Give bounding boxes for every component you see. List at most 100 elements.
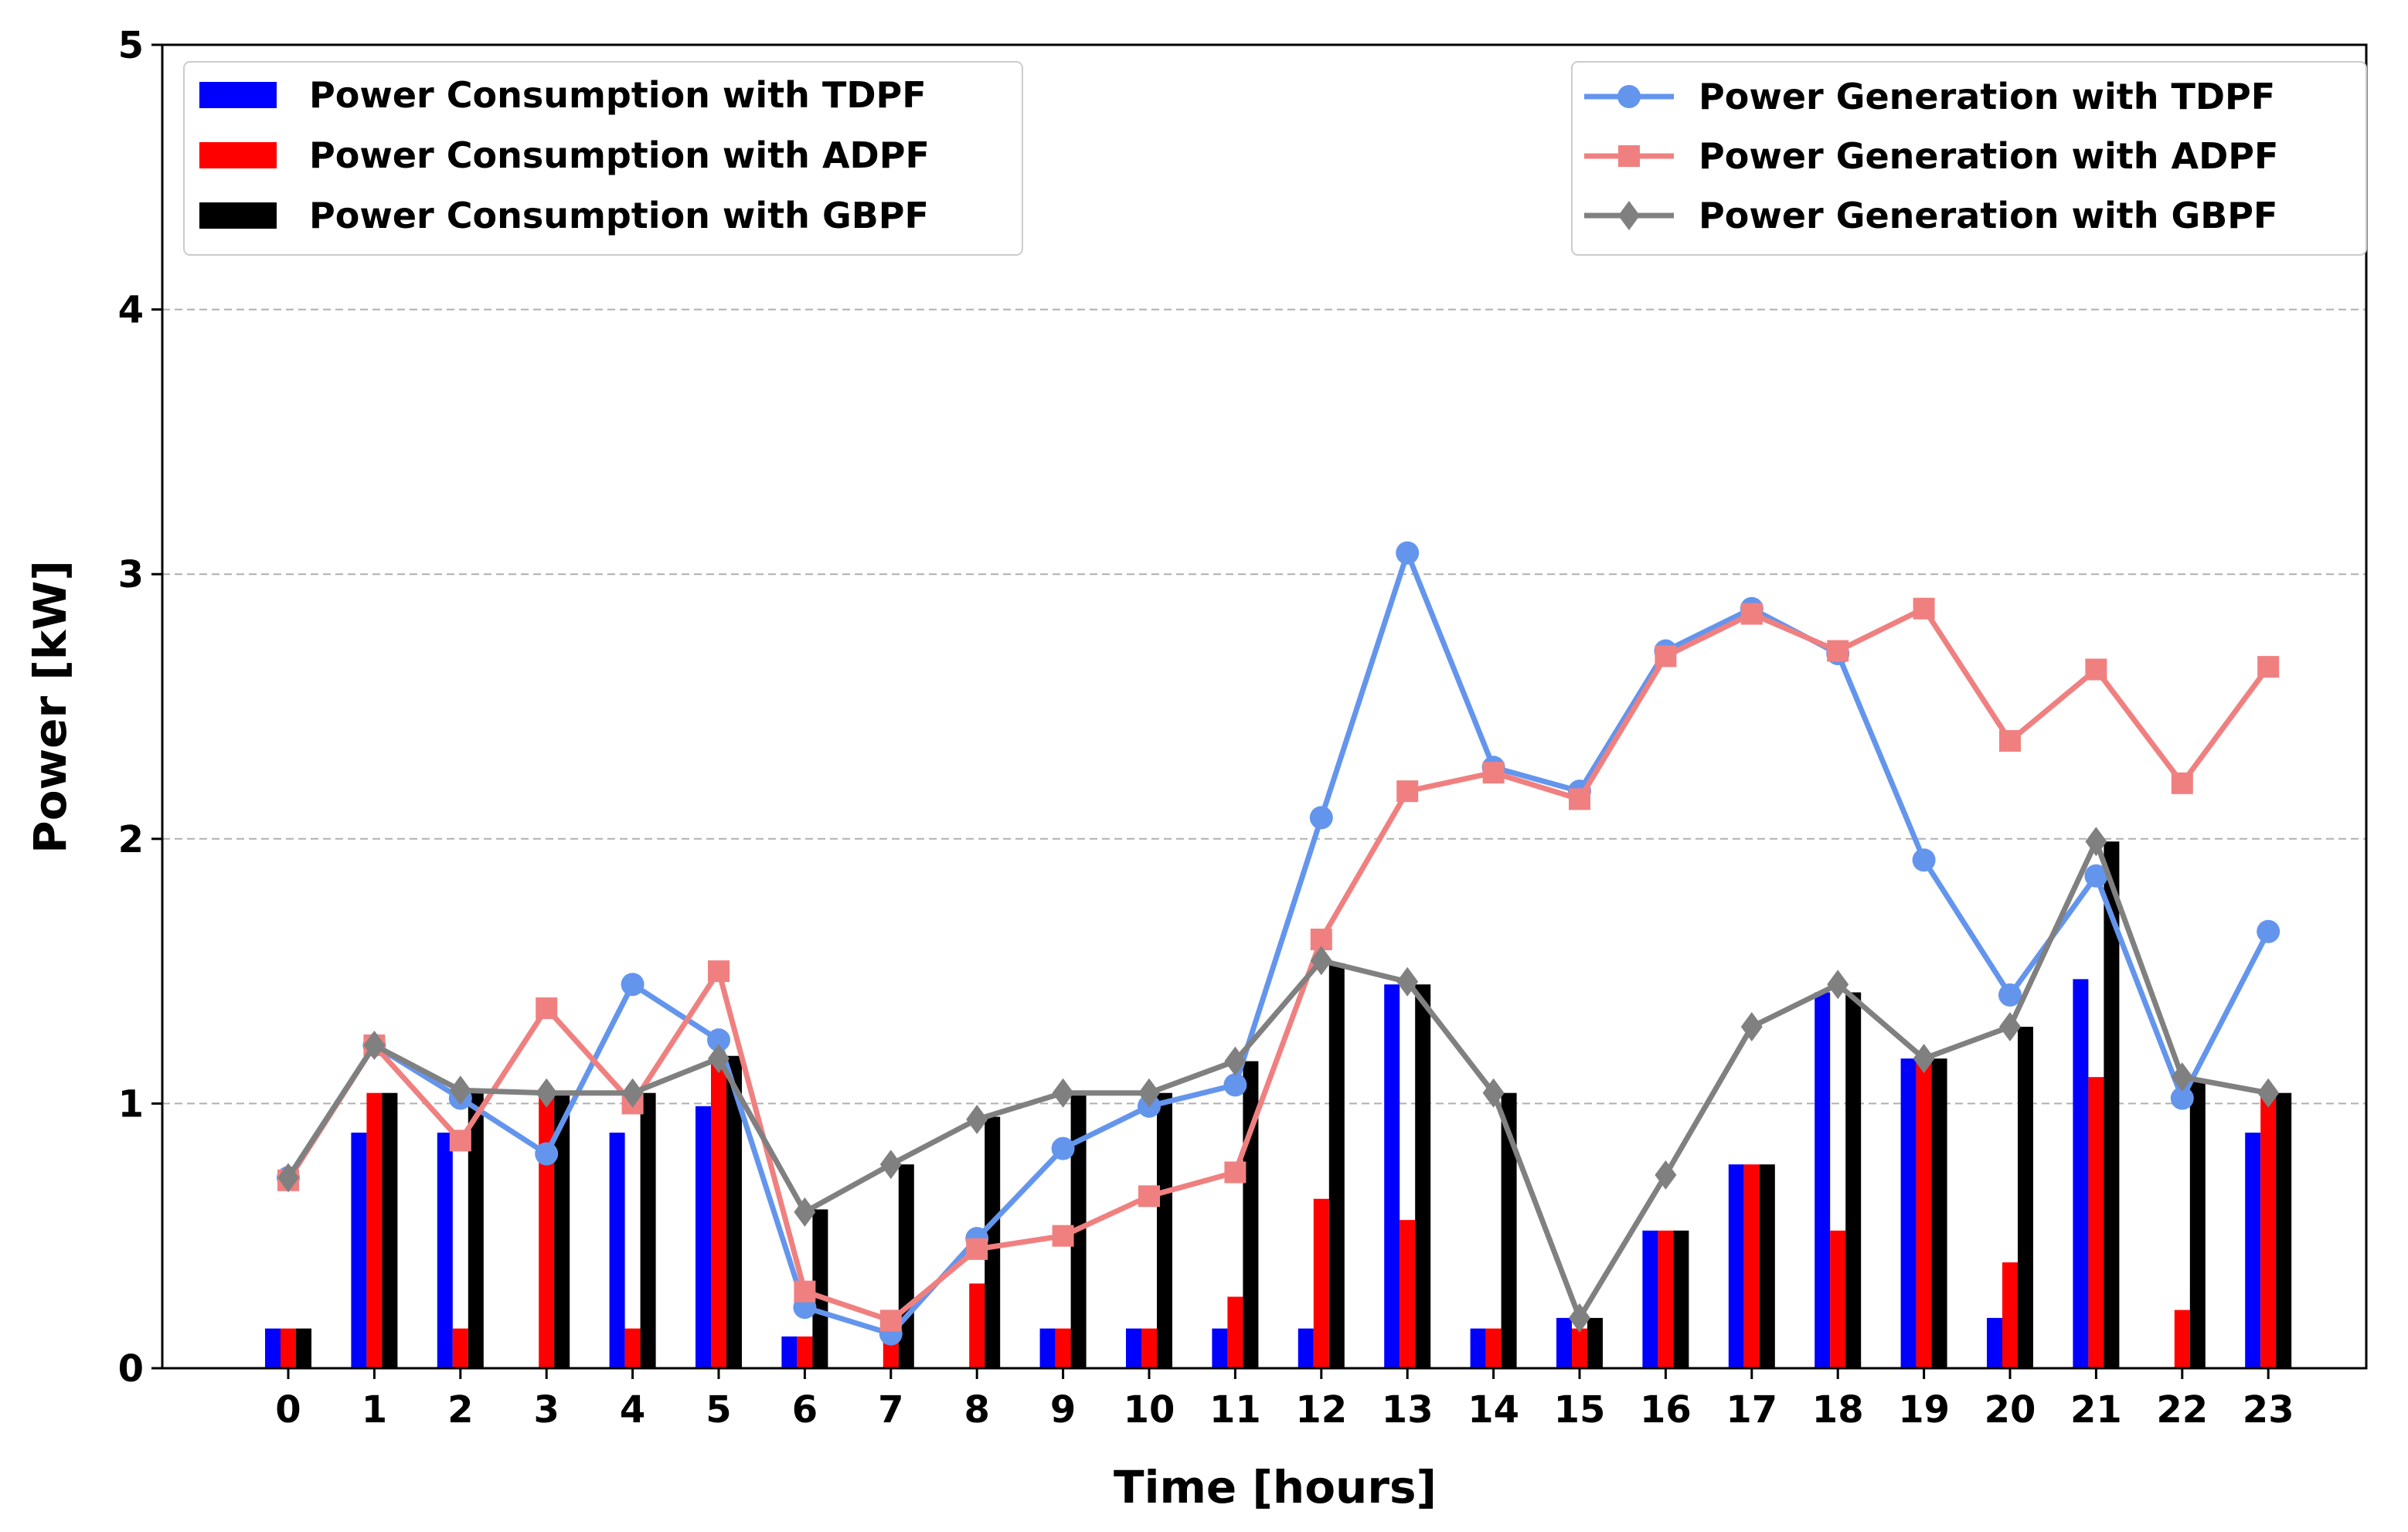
line-marker	[1482, 762, 1505, 784]
bar	[1126, 1328, 1141, 1368]
line-marker	[2085, 658, 2107, 681]
bar	[1900, 1058, 1917, 1368]
bar	[1313, 1198, 1329, 1368]
bar	[1572, 1328, 1587, 1368]
x-tick-label: 6	[792, 1388, 818, 1432]
bar	[1916, 1058, 1932, 1368]
bar	[1987, 1317, 2002, 1368]
bar	[2018, 1027, 2033, 1368]
line-marker	[1482, 1078, 1505, 1108]
line-marker	[1740, 1012, 1763, 1042]
y-tick-label: 4	[118, 289, 144, 332]
line-marker	[621, 1078, 644, 1108]
x-tick-label: 21	[2070, 1388, 2122, 1432]
grid-lines	[162, 308, 2366, 1105]
legend-label: Power Generation with GBPF	[1699, 195, 2277, 236]
bar	[2073, 979, 2089, 1368]
line-marker	[1913, 597, 1935, 620]
x-tick-label: 2	[447, 1388, 473, 1432]
line-marker	[708, 960, 730, 983]
x-tick-label: 3	[533, 1388, 559, 1432]
line-marker	[794, 1197, 816, 1227]
bar	[696, 1106, 711, 1368]
line-marker	[2171, 1062, 2193, 1092]
line-marker	[1223, 1073, 1247, 1097]
bar	[797, 1336, 813, 1368]
line-marker	[1309, 806, 1333, 830]
line-marker	[535, 1142, 559, 1166]
bar	[2002, 1262, 2018, 1368]
bar	[2174, 1310, 2190, 1368]
bars	[265, 841, 2292, 1368]
bar	[2276, 1092, 2292, 1368]
bar	[351, 1133, 367, 1368]
bar	[1658, 1230, 1674, 1368]
series-line	[286, 838, 2269, 1321]
line-marker	[1138, 1078, 1160, 1108]
line-marker	[1999, 1012, 2021, 1042]
x-axis-label: Time [hours]	[1114, 1461, 1437, 1513]
legend-label: Power Consumption with ADPF	[309, 134, 930, 176]
bar	[1039, 1328, 1056, 1368]
y-tick-label: 2	[118, 818, 144, 861]
line-marker	[1655, 1160, 1677, 1190]
y-axis-label: Power [kW]	[24, 560, 77, 854]
line-marker	[1912, 848, 1936, 872]
bar	[1055, 1328, 1071, 1368]
legend-label: Power Consumption with TDPF	[309, 74, 927, 116]
bar	[812, 1209, 828, 1368]
bar	[2189, 1079, 2206, 1368]
line-marker	[1569, 788, 1590, 810]
lines	[277, 541, 2280, 1346]
x-tick-label: 15	[1554, 1388, 1606, 1432]
line-marker	[1827, 970, 1849, 1000]
line-marker	[879, 1310, 902, 1332]
line-marker	[2257, 656, 2280, 678]
bar	[1243, 1061, 1259, 1368]
x-tick-label: 17	[1726, 1388, 1777, 1432]
line-marker	[2084, 864, 2108, 888]
bar	[2260, 1092, 2277, 1368]
x-axis: 0 1 2 3 4 5 6 7 8 9 10 11 12 13 14 15 16 17 18 19 20 21 22 23	[275, 1368, 2294, 1432]
bar	[1141, 1328, 1157, 1368]
bar	[539, 1092, 555, 1368]
bar	[1931, 1058, 1947, 1368]
x-tick-label: 18	[1812, 1388, 1864, 1432]
line-marker	[1138, 1185, 1160, 1208]
line-marker	[1396, 966, 1419, 997]
x-tick-label: 14	[1468, 1388, 1519, 1432]
bar	[1501, 1092, 1517, 1368]
x-tick-label: 8	[964, 1388, 989, 1432]
line-marker	[1052, 1225, 1074, 1247]
bar	[1830, 1230, 1846, 1368]
x-tick-label: 20	[1985, 1388, 2036, 1432]
y-axis: 0 1 2 3 4 5	[118, 24, 162, 1391]
legend-consumption: Power Consumption with TDPF Power Consump…	[183, 61, 1023, 256]
line-marker	[449, 1075, 471, 1106]
bar	[1400, 1220, 1416, 1368]
line-marker	[1051, 1136, 1075, 1160]
line-marker	[2085, 827, 2107, 857]
legend-generation: Power Generation with TDPF Power Generati…	[1571, 61, 2367, 256]
x-tick-label: 16	[1640, 1388, 1692, 1432]
x-tick-label: 7	[878, 1388, 903, 1432]
line-marker	[1617, 85, 1641, 108]
bar	[1642, 1230, 1658, 1368]
line-marker	[1999, 730, 2021, 752]
line-marker	[1224, 1161, 1247, 1184]
bar	[2088, 1077, 2104, 1368]
bar	[1470, 1328, 1486, 1368]
line-marker	[1224, 1046, 1247, 1076]
bar	[366, 1092, 383, 1368]
legend-swatch	[199, 82, 277, 108]
bar	[1759, 1164, 1775, 1368]
line-marker	[708, 1044, 730, 1074]
line-marker	[1618, 201, 1640, 230]
bar	[382, 1092, 398, 1368]
x-tick-label: 22	[2156, 1388, 2208, 1432]
x-tick-label: 9	[1050, 1388, 1076, 1432]
line-marker	[621, 973, 645, 997]
bar	[1384, 984, 1400, 1368]
line-marker	[2257, 919, 2280, 943]
bar	[452, 1328, 468, 1368]
